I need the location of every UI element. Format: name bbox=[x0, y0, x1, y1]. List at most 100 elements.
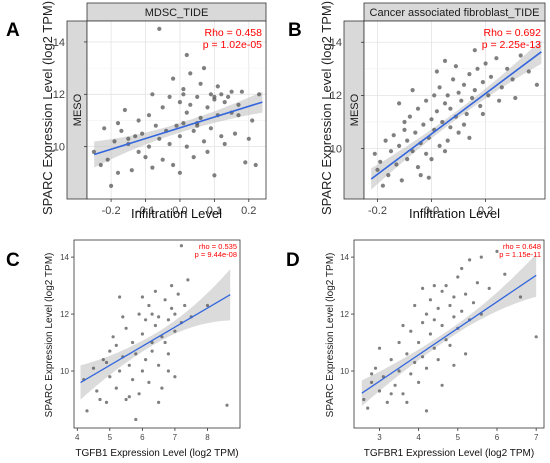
y-axis-label: SPARC Expression Level (log2 TPM) bbox=[44, 253, 55, 418]
data-point bbox=[160, 105, 165, 110]
data-point bbox=[467, 72, 472, 77]
data-point bbox=[518, 53, 523, 58]
x-axis-ticks: 3 4 5 6 7 bbox=[377, 428, 539, 442]
data-point bbox=[434, 109, 439, 114]
data-point bbox=[378, 159, 383, 164]
data-point bbox=[442, 101, 448, 106]
data-point bbox=[421, 321, 425, 325]
data-point bbox=[104, 360, 109, 365]
data-point bbox=[208, 92, 213, 97]
data-point bbox=[166, 318, 170, 322]
data-point bbox=[198, 115, 203, 120]
data-point bbox=[487, 286, 491, 290]
p-value-annotation: p = 2.25e-13 bbox=[482, 39, 541, 51]
data-point bbox=[409, 329, 413, 333]
x-tick-label: 4 bbox=[75, 433, 80, 442]
data-point bbox=[232, 131, 238, 136]
data-point bbox=[85, 409, 89, 413]
data-point bbox=[534, 82, 540, 87]
row-strip-label: MESO bbox=[72, 93, 84, 126]
data-point bbox=[456, 275, 460, 279]
regression-line bbox=[93, 101, 263, 156]
data-point bbox=[503, 272, 507, 276]
data-point bbox=[424, 98, 429, 103]
data-point bbox=[112, 139, 117, 144]
data-point bbox=[173, 329, 177, 333]
x-axis-ticks: 4 5 6 7 8 bbox=[75, 428, 210, 442]
data-point bbox=[171, 162, 176, 168]
data-point bbox=[401, 323, 405, 328]
data-point bbox=[181, 121, 186, 126]
data-point bbox=[472, 48, 477, 53]
data-point bbox=[150, 349, 154, 353]
data-point bbox=[212, 173, 217, 178]
data-point bbox=[115, 121, 121, 126]
data-point bbox=[157, 136, 162, 141]
data-point bbox=[402, 119, 407, 125]
data-point bbox=[373, 366, 378, 370]
x-tick-label: -0.1 bbox=[136, 205, 155, 217]
data-point bbox=[150, 92, 155, 97]
data-point bbox=[405, 157, 410, 162]
data-point bbox=[186, 278, 190, 282]
data-point bbox=[239, 89, 244, 94]
data-point bbox=[432, 346, 436, 350]
data-point bbox=[127, 395, 131, 399]
data-point bbox=[146, 113, 152, 118]
data-point bbox=[380, 183, 385, 188]
data-point bbox=[236, 102, 241, 107]
y-tick-label: 14 bbox=[340, 253, 349, 262]
x-tick-label: 7 bbox=[173, 433, 178, 442]
data-point bbox=[464, 111, 469, 117]
data-point bbox=[440, 383, 444, 387]
data-point bbox=[163, 298, 167, 302]
data-point bbox=[226, 94, 231, 99]
data-point bbox=[417, 340, 421, 345]
data-point bbox=[418, 173, 423, 178]
data-point bbox=[486, 93, 491, 98]
data-point bbox=[147, 380, 151, 384]
data-point bbox=[225, 403, 229, 407]
data-point bbox=[480, 80, 485, 85]
data-point bbox=[444, 284, 448, 288]
data-point bbox=[177, 134, 182, 139]
data-point bbox=[377, 389, 382, 393]
data-point bbox=[171, 76, 176, 81]
data-point bbox=[126, 136, 131, 141]
data-point bbox=[205, 303, 210, 308]
data-point bbox=[424, 151, 429, 156]
data-point bbox=[383, 138, 388, 143]
y-axis-ticks: 10 12 14 bbox=[330, 37, 364, 155]
data-point bbox=[453, 64, 458, 69]
data-point bbox=[394, 162, 399, 167]
data-point bbox=[98, 397, 102, 402]
data-point bbox=[157, 363, 161, 367]
data-point bbox=[98, 162, 103, 168]
data-point bbox=[150, 165, 155, 170]
data-point bbox=[389, 392, 393, 396]
data-point bbox=[222, 100, 227, 105]
data-point bbox=[440, 289, 444, 293]
confidence-band-area bbox=[361, 254, 537, 406]
data-point bbox=[104, 400, 109, 404]
data-point bbox=[191, 155, 196, 160]
plot-border bbox=[363, 20, 546, 200]
data-point bbox=[429, 117, 434, 122]
data-point bbox=[201, 66, 207, 71]
data-point bbox=[421, 286, 425, 290]
data-point bbox=[391, 133, 396, 138]
data-point bbox=[494, 56, 499, 61]
x-tick-label: 3 bbox=[377, 433, 382, 442]
data-point bbox=[464, 292, 468, 296]
data-point bbox=[215, 84, 220, 89]
y-tick-label: 12 bbox=[53, 89, 65, 101]
data-point bbox=[405, 138, 410, 143]
panel-b: B SPARC Expression Level (log2 TPM) Canc… bbox=[288, 1, 546, 221]
data-point bbox=[140, 332, 144, 336]
data-point bbox=[150, 312, 154, 316]
x-tick-label: 0.2 bbox=[478, 205, 493, 217]
data-point bbox=[483, 61, 488, 66]
data-point bbox=[95, 389, 99, 393]
data-point bbox=[195, 94, 200, 99]
